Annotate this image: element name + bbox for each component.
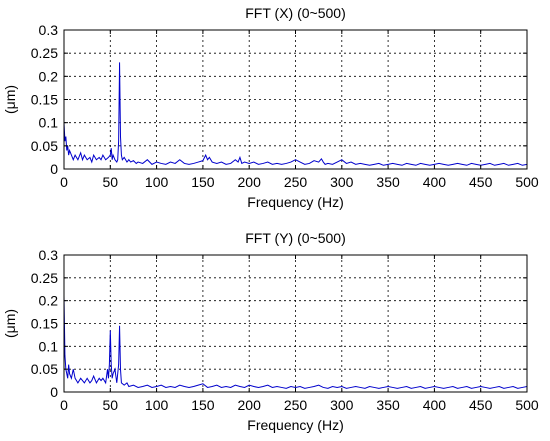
x-tick-label: 250: [284, 397, 308, 413]
x-tick-label: 50: [103, 397, 119, 413]
x-tick-label: 100: [145, 397, 169, 413]
y-tick-label: 0.05: [31, 361, 58, 377]
x-axis-label: Frequency (Hz): [247, 194, 343, 210]
y-tick-label: 0.25: [31, 45, 58, 61]
x-tick-label: 0: [60, 174, 68, 190]
x-tick-label: 300: [330, 174, 354, 190]
y-tick-label: 0.05: [31, 138, 58, 154]
x-tick-label: 400: [423, 174, 447, 190]
x-tick-label: 150: [191, 174, 215, 190]
y-tick-label: 0.3: [39, 22, 59, 38]
y-tick-label: 0.15: [31, 92, 58, 108]
chart-title: FFT (Y) (0~500): [245, 230, 346, 246]
x-tick-label: 400: [423, 397, 447, 413]
x-tick-label: 500: [515, 397, 539, 413]
y-tick-label: 0: [50, 384, 58, 400]
x-tick-label: 250: [284, 174, 308, 190]
x-tick-label: 200: [238, 174, 262, 190]
x-tick-label: 50: [103, 174, 119, 190]
y-tick-label: 0.1: [39, 338, 59, 354]
subplot-1: 0 50 100 150 200 250 300 350 400 450 500 0 0.05 0.1 0.…: [2, 5, 539, 210]
x-tick-label: 0: [60, 397, 68, 413]
x-tick-label: 350: [376, 397, 400, 413]
y-tick-label: 0.1: [39, 115, 59, 131]
x-tick-label: 450: [469, 397, 493, 413]
y-tick-label: 0.25: [31, 270, 58, 286]
y-axis-label: (μm): [2, 85, 18, 114]
series-line: [63, 296, 528, 389]
x-tick-label: 450: [469, 174, 493, 190]
x-tick-label: 200: [238, 397, 262, 413]
x-tick-label: 150: [191, 397, 215, 413]
subplot-2: 0 50 100 150 200 250 300 350 400 450 500 0 0.05 0.1 0.…: [2, 230, 539, 433]
y-axis-label: (μm): [2, 309, 18, 338]
y-tick-label: 0.3: [39, 247, 59, 263]
chart-title: FFT (X) (0~500): [245, 5, 346, 21]
x-tick-label: 350: [376, 174, 400, 190]
x-tick-label: 100: [145, 174, 169, 190]
x-tick-label: 500: [515, 174, 539, 190]
y-tick-label: 0: [50, 161, 58, 177]
series-line: [63, 62, 528, 166]
x-tick-label: 300: [330, 397, 354, 413]
y-tick-label: 0.15: [31, 316, 58, 332]
x-axis-label: Frequency (Hz): [247, 417, 343, 433]
y-tick-label: 0.2: [39, 68, 59, 84]
y-tick-label: 0.2: [39, 293, 59, 309]
